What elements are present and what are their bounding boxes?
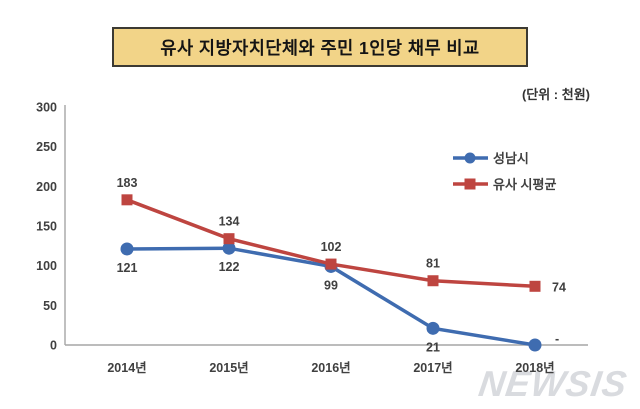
chart-title-box: 유사 지방자치단체와 주민 1인당 채무 비교 <box>112 27 528 67</box>
y-tick-label: 0 <box>50 339 57 353</box>
legend-label: 성남시 <box>493 151 529 166</box>
data-point-marker <box>222 241 236 255</box>
data-value-label: 134 <box>219 215 240 229</box>
data-value-label: 121 <box>117 261 138 275</box>
data-point-marker <box>223 233 235 245</box>
data-point-marker <box>529 280 541 292</box>
x-tick-label: 2018년 <box>515 361 554 375</box>
x-tick-label: 2014년 <box>107 361 146 375</box>
chart-title: 유사 지방자치단체와 주민 1인당 채무 비교 <box>160 37 480 58</box>
data-point-marker <box>427 275 439 287</box>
legend-marker-icon <box>464 152 476 164</box>
x-tick-label: 2017년 <box>413 361 452 375</box>
data-value-label: 21 <box>426 340 440 354</box>
unit-label: (단위 : 천원) <box>521 87 590 102</box>
x-tick-label: 2016년 <box>311 361 350 375</box>
y-tick-label: 200 <box>36 180 57 194</box>
data-point-marker <box>528 338 542 352</box>
data-value-label: 99 <box>324 278 338 292</box>
data-point-marker <box>325 258 337 270</box>
y-tick-label: 300 <box>36 101 57 115</box>
data-point-marker <box>426 321 440 335</box>
y-tick-label: 50 <box>43 299 57 313</box>
legend-marker-icon <box>464 178 476 190</box>
legend-label: 유사 시평균 <box>493 177 556 192</box>
data-value-label: 183 <box>117 176 138 190</box>
data-point-marker <box>120 242 134 256</box>
y-tick-label: 250 <box>36 140 57 154</box>
data-value-label: 102 <box>321 240 342 254</box>
data-value-label: - <box>555 332 559 346</box>
data-value-label: 74 <box>552 280 566 294</box>
data-value-label: 81 <box>426 257 440 271</box>
y-tick-label: 100 <box>36 259 57 273</box>
data-point-marker <box>121 194 133 206</box>
data-value-label: 122 <box>219 260 240 274</box>
y-tick-label: 150 <box>36 220 57 234</box>
x-tick-label: 2015년 <box>209 361 248 375</box>
